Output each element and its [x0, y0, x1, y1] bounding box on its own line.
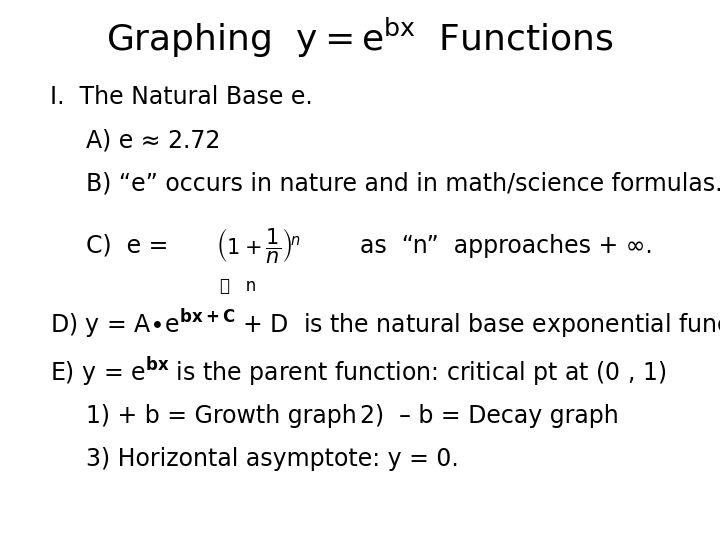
Text: I.  The Natural Base e.: I. The Natural Base e. — [50, 85, 313, 109]
Text: C)  e =: C) e = — [86, 234, 168, 258]
Text: 1) + b = Growth graph: 1) + b = Growth graph — [86, 404, 357, 428]
Text: Ⓟ   n: Ⓟ n — [220, 277, 256, 295]
Text: A) e ≈ 2.72: A) e ≈ 2.72 — [86, 129, 221, 152]
Text: $\left(1+\dfrac{1}{n}\right)^{\!n}$: $\left(1+\dfrac{1}{n}\right)^{\!n}$ — [216, 226, 301, 265]
Text: 3) Horizontal asymptote: y = 0.: 3) Horizontal asymptote: y = 0. — [86, 447, 459, 471]
Text: D) y = A$\bullet$e$^{\mathbf{bx+C}}$ + D  is the natural base exponential functi: D) y = A$\bullet$e$^{\mathbf{bx+C}}$ + D… — [50, 307, 720, 341]
Text: E) y = e$^{\mathbf{bx}}$ is the parent function: critical pt at (0 , 1): E) y = e$^{\mathbf{bx}}$ is the parent f… — [50, 356, 667, 389]
Text: as  “n”  approaches + ∞.: as “n” approaches + ∞. — [360, 234, 653, 258]
Text: B) “e” occurs in nature and in math/science formulas.: B) “e” occurs in nature and in math/scie… — [86, 172, 720, 195]
Text: 2)  – b = Decay graph: 2) – b = Decay graph — [360, 404, 618, 428]
Text: Graphing  $\mathrm{y = e^{bx}}$  Functions: Graphing $\mathrm{y = e^{bx}}$ Functions — [106, 16, 614, 60]
